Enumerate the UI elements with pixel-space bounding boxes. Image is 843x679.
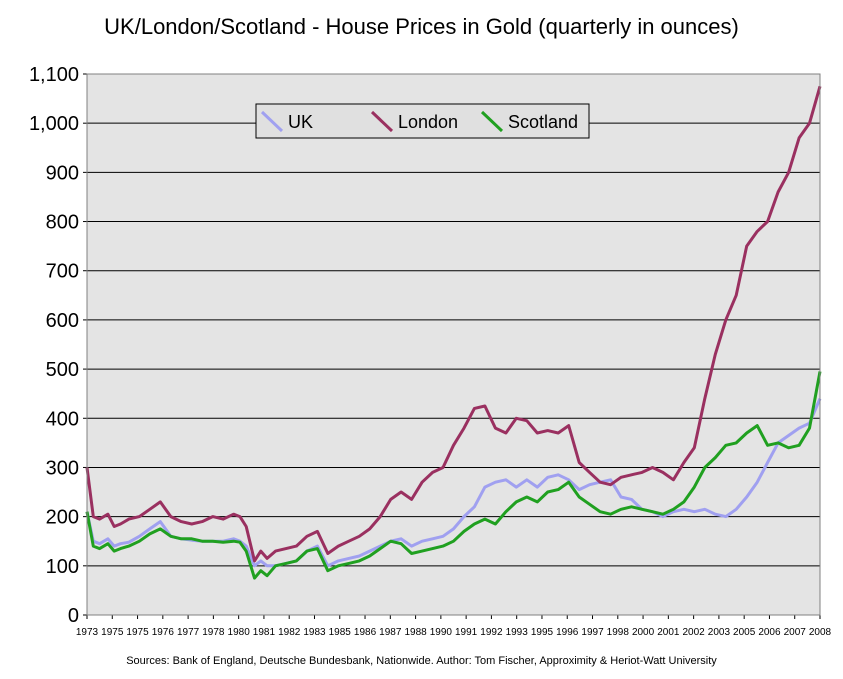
y-tick-label: 400 — [46, 408, 79, 430]
x-tick-label: 1981 — [253, 627, 276, 638]
y-tick-label: 1,000 — [29, 113, 79, 135]
x-tick-label: 1977 — [177, 627, 200, 638]
legend-swatch-london — [370, 110, 394, 133]
legend-box — [255, 103, 590, 139]
y-tick-label: 200 — [46, 507, 79, 529]
x-tick-label: 1976 — [152, 627, 175, 638]
x-tick-label: 2003 — [708, 627, 731, 638]
x-tick-label: 1987 — [379, 627, 402, 638]
y-tick-label: 300 — [46, 457, 79, 479]
x-tick-label: 2000 — [632, 627, 655, 638]
x-tick-label: 2002 — [682, 627, 705, 638]
y-tick-label: 1,100 — [29, 64, 79, 86]
x-tick-label: 1982 — [278, 627, 301, 638]
y-tick-label: 500 — [46, 359, 79, 381]
x-tick-label: 1991 — [455, 627, 478, 638]
x-tick-label: 1995 — [531, 627, 554, 638]
x-tick-label: 2006 — [758, 627, 781, 638]
y-axis: 0 100 200 300 400 500 600 700 800 900 1,000 1,100 — [29, 64, 87, 627]
x-tick-label: 1975 — [126, 627, 149, 638]
y-tick-label: 100 — [46, 556, 79, 578]
x-tick-label: 1988 — [404, 627, 427, 638]
series-line-london — [85, 85, 822, 563]
series-line-scotland — [85, 371, 822, 580]
y-tick-label: 900 — [46, 162, 79, 184]
legend-label-scotland: Scotland — [508, 112, 578, 132]
legend: UK London Scotland — [255, 103, 590, 139]
x-tick-label: 1998 — [607, 627, 630, 638]
plot-area-border — [86, 73, 821, 616]
y-tick-label: 600 — [46, 310, 79, 332]
y-tick-label: 800 — [46, 212, 79, 234]
x-tick-label: 1973 — [76, 627, 99, 638]
series-lines — [85, 85, 822, 580]
x-tick-label: 1993 — [506, 627, 529, 638]
y-tick-label: 700 — [46, 261, 79, 283]
x-tick-label: 1992 — [480, 627, 503, 638]
legend-label-uk: UK — [288, 112, 313, 132]
x-tick-label: 1980 — [228, 627, 251, 638]
x-tick-label: 1997 — [581, 627, 604, 638]
x-tick-label: 2005 — [733, 627, 756, 638]
x-tick-label: 1996 — [556, 627, 579, 638]
plot-area-background — [87, 74, 820, 615]
x-tick-label: 1985 — [329, 627, 352, 638]
y-tick-label: 0 — [68, 605, 79, 627]
legend-swatch-uk — [260, 110, 284, 133]
x-tick-label: 2001 — [657, 627, 680, 638]
x-tick-label: 1978 — [202, 627, 225, 638]
x-axis: 1973 1975 1975 1976 1977 1978 1980 1981 1982 1983… — [76, 615, 832, 638]
chart-title: UK/London/Scotland - House Prices in Gol… — [104, 14, 739, 39]
x-tick-label: 2008 — [809, 627, 832, 638]
x-tick-label: 1986 — [354, 627, 377, 638]
x-tick-label: 1983 — [303, 627, 326, 638]
chart-footer: Sources: Bank of England, Deutsche Bunde… — [126, 655, 717, 667]
legend-label-london: London — [398, 112, 458, 132]
x-tick-label: 1990 — [430, 627, 453, 638]
legend-swatch-scotland — [480, 110, 504, 133]
x-tick-label: 1975 — [101, 627, 124, 638]
x-tick-label: 2007 — [784, 627, 807, 638]
